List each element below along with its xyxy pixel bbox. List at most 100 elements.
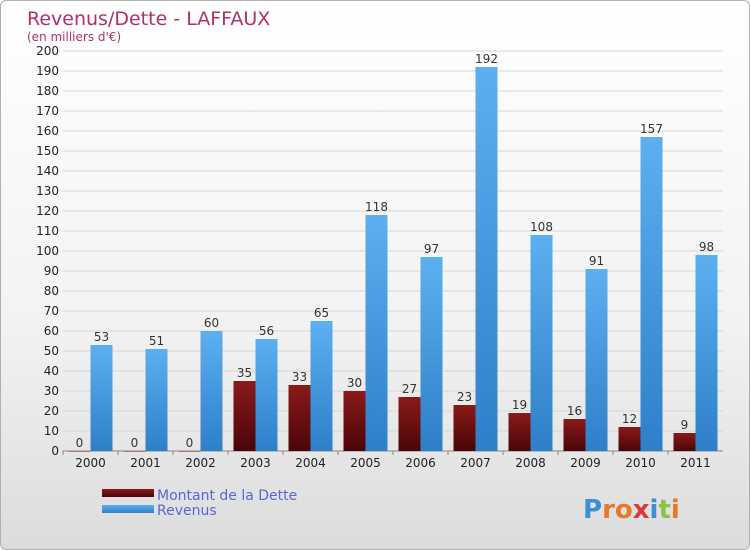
y-tick-label: 80 bbox=[44, 284, 59, 298]
data-label-revenus: 98 bbox=[699, 240, 714, 254]
x-tick-label: 2009 bbox=[570, 456, 601, 470]
data-label-debt: 35 bbox=[237, 366, 252, 380]
bar-revenus bbox=[365, 215, 388, 451]
chart-title: Revenus/Dette - LAFFAUX bbox=[27, 8, 270, 30]
bar-debt bbox=[68, 451, 91, 452]
legend-label-debt: Montant de la Dette bbox=[157, 488, 297, 504]
logo-letter: x bbox=[633, 495, 650, 525]
bar-revenus bbox=[310, 321, 333, 451]
x-tick-label: 2011 bbox=[680, 456, 711, 470]
data-label-debt: 12 bbox=[622, 412, 637, 426]
bar-debt bbox=[398, 397, 421, 451]
data-label-debt: 9 bbox=[681, 418, 689, 432]
x-tick-label: 2004 bbox=[295, 456, 326, 470]
x-tick-label: 2007 bbox=[460, 456, 491, 470]
bar-debt bbox=[233, 381, 256, 451]
bar-revenus bbox=[200, 331, 223, 451]
data-label-debt: 16 bbox=[567, 404, 582, 418]
x-tick-label: 2008 bbox=[515, 456, 546, 470]
data-label-revenus: 60 bbox=[204, 316, 219, 330]
data-label-debt: 33 bbox=[292, 370, 307, 384]
x-axis-ticks: 2000 2001 2002 2003 2004 2005 2006 2007 2008 2009… bbox=[62, 451, 711, 470]
x-tick-label: 2000 bbox=[75, 456, 106, 470]
data-label-revenus: 53 bbox=[94, 330, 109, 344]
y-tick-label: 10 bbox=[44, 424, 59, 438]
logo-letter: i bbox=[671, 495, 680, 525]
x-tick-label: 2003 bbox=[240, 456, 271, 470]
logo-letter: P bbox=[583, 495, 602, 525]
bar-revenus bbox=[90, 345, 113, 451]
bar-revenus bbox=[585, 269, 608, 451]
proxiti-logo: Proxiti bbox=[583, 495, 680, 525]
bar-debt bbox=[618, 427, 641, 451]
y-tick-label: 140 bbox=[36, 164, 59, 178]
bar-revenus bbox=[695, 255, 718, 451]
y-tick-label: 60 bbox=[44, 324, 59, 338]
y-tick-label: 40 bbox=[44, 364, 59, 378]
bar-revenus bbox=[420, 257, 443, 451]
logo-letter: t bbox=[658, 495, 670, 525]
legend-swatch-debt bbox=[102, 489, 154, 497]
data-label-revenus: 56 bbox=[259, 324, 274, 338]
y-tick-label: 170 bbox=[36, 104, 59, 118]
y-tick-label: 190 bbox=[36, 64, 59, 78]
x-tick-label: 2002 bbox=[185, 456, 216, 470]
logo-letter: i bbox=[650, 495, 659, 525]
y-tick-label: 70 bbox=[44, 304, 59, 318]
x-tick-label: 2001 bbox=[130, 456, 161, 470]
data-label-revenus: 157 bbox=[640, 122, 663, 136]
bar-revenus bbox=[255, 339, 278, 451]
bar-debt bbox=[123, 451, 146, 452]
y-tick-label: 110 bbox=[36, 224, 59, 238]
data-label-revenus: 51 bbox=[149, 334, 164, 348]
y-tick-label: 0 bbox=[51, 444, 59, 458]
chart-subtitle: (en milliers d'€) bbox=[27, 30, 121, 44]
bar-revenus bbox=[640, 137, 663, 451]
bar-revenus bbox=[475, 67, 498, 451]
data-label-revenus: 97 bbox=[424, 242, 439, 256]
bar-debt bbox=[673, 433, 696, 451]
bar-debt bbox=[288, 385, 311, 451]
data-label-debt: 0 bbox=[186, 436, 194, 450]
legend-swatch-revenus bbox=[102, 505, 154, 513]
data-label-debt: 27 bbox=[402, 382, 417, 396]
y-tick-label: 30 bbox=[44, 384, 59, 398]
data-label-revenus: 65 bbox=[314, 306, 329, 320]
data-label-debt: 30 bbox=[347, 376, 362, 390]
bar-revenus bbox=[530, 235, 553, 451]
data-label-debt: 0 bbox=[131, 436, 139, 450]
x-tick-label: 2010 bbox=[625, 456, 656, 470]
bars-layer: 0530510603556336530118279723192191081691… bbox=[68, 52, 718, 452]
y-tick-label: 90 bbox=[44, 264, 59, 278]
data-label-revenus: 118 bbox=[365, 200, 388, 214]
legend-label-revenus: Revenus bbox=[157, 503, 217, 519]
x-tick-label: 2005 bbox=[350, 456, 381, 470]
y-tick-label: 100 bbox=[36, 244, 59, 258]
y-tick-label: 150 bbox=[36, 144, 59, 158]
bar-revenus bbox=[145, 349, 168, 451]
y-tick-label: 50 bbox=[44, 344, 59, 358]
data-label-revenus: 108 bbox=[530, 220, 553, 234]
data-label-revenus: 91 bbox=[589, 254, 604, 268]
legend: Montant de la Dette Revenus bbox=[102, 488, 297, 519]
y-tick-label: 160 bbox=[36, 124, 59, 138]
bar-debt bbox=[563, 419, 586, 451]
data-label-debt: 19 bbox=[512, 398, 527, 412]
x-tick-label: 2006 bbox=[405, 456, 436, 470]
bar-debt bbox=[343, 391, 366, 451]
y-tick-label: 120 bbox=[36, 204, 59, 218]
bar-debt bbox=[178, 451, 201, 452]
bar-debt bbox=[508, 413, 531, 451]
logo-letter: o bbox=[615, 495, 633, 525]
logo-text: Proxiti bbox=[583, 495, 680, 525]
logo-letter: r bbox=[602, 495, 615, 525]
data-label-revenus: 192 bbox=[475, 52, 498, 66]
data-label-debt: 23 bbox=[457, 390, 472, 404]
bar-debt bbox=[453, 405, 476, 451]
y-tick-label: 180 bbox=[36, 84, 59, 98]
y-tick-label: 130 bbox=[36, 184, 59, 198]
y-tick-label: 20 bbox=[44, 404, 59, 418]
y-tick-label: 200 bbox=[36, 44, 59, 58]
